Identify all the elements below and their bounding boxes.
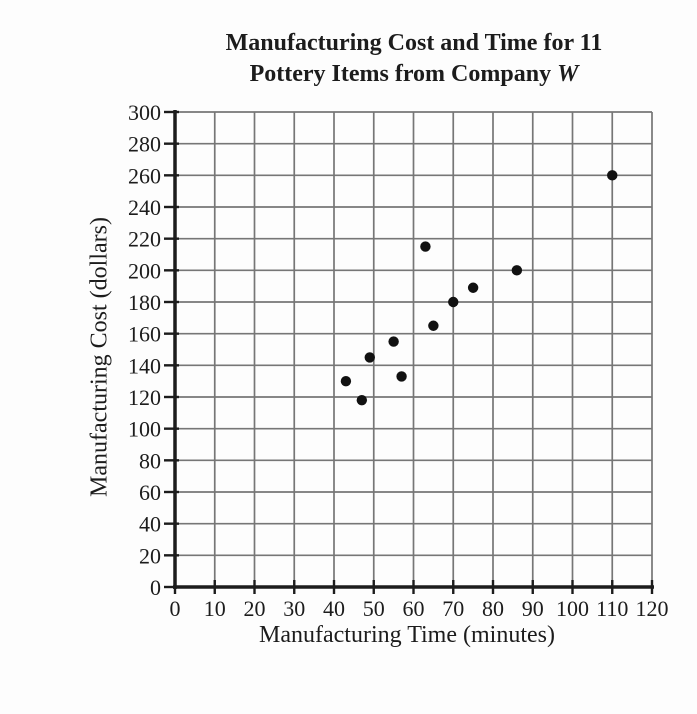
chart-title-line2-text: Pottery Items from Company xyxy=(249,61,552,87)
chart-title: Manufacturing Cost and Time for 11 Potte… xyxy=(167,28,661,90)
y-tick-label: 280 xyxy=(128,132,161,157)
y-tick-label: 200 xyxy=(128,258,161,283)
y-tick-label: 300 xyxy=(128,100,161,125)
data-point xyxy=(607,170,618,181)
y-tick-label: 120 xyxy=(128,385,161,410)
chart-title-line2: Pottery Items from Company W xyxy=(167,59,661,90)
x-tick-label: 20 xyxy=(244,596,266,621)
x-tick-label: 80 xyxy=(482,596,504,621)
data-point xyxy=(467,282,479,293)
x-tick-label: 30 xyxy=(283,596,305,621)
y-tick-label: 220 xyxy=(128,227,161,252)
data-point xyxy=(428,320,439,331)
data-point xyxy=(396,371,407,382)
x-tick-label: 10 xyxy=(204,596,226,621)
x-tick-label: 0 xyxy=(170,596,181,621)
data-point xyxy=(388,336,399,347)
y-tick-label: 40 xyxy=(139,512,161,537)
y-tick-label: 20 xyxy=(139,543,161,568)
y-tick-label: 60 xyxy=(139,480,161,505)
y-tick-label: 80 xyxy=(139,448,161,473)
x-tick-label: 70 xyxy=(442,596,464,621)
y-tick-label: 260 xyxy=(128,163,161,188)
data-point xyxy=(364,352,375,363)
chart-title-line1: Manufacturing Cost and Time for 11 xyxy=(225,30,603,56)
data-point xyxy=(511,265,523,276)
x-tick-label: 100 xyxy=(556,596,589,621)
y-tick-label: 160 xyxy=(128,322,161,347)
x-tick-label: 120 xyxy=(636,596,669,621)
y-tick-label: 0 xyxy=(150,575,161,600)
company-name-italic: W xyxy=(557,61,579,87)
data-point xyxy=(420,241,431,252)
y-tick-label: 240 xyxy=(128,195,161,220)
data-point xyxy=(356,394,368,406)
x-tick-label: 50 xyxy=(363,596,385,621)
y-tick-label: 100 xyxy=(128,417,161,442)
y-tick-label: 180 xyxy=(128,290,161,315)
x-tick-label: 40 xyxy=(323,596,345,621)
x-axis-label: Manufacturing Time (minutes) xyxy=(259,622,555,648)
data-point xyxy=(448,296,459,308)
x-tick-label: 60 xyxy=(403,596,425,621)
x-tick-label: 90 xyxy=(522,596,544,621)
x-tick-label: 110 xyxy=(596,596,628,621)
data-point xyxy=(340,375,352,387)
y-tick-label: 140 xyxy=(128,353,161,378)
